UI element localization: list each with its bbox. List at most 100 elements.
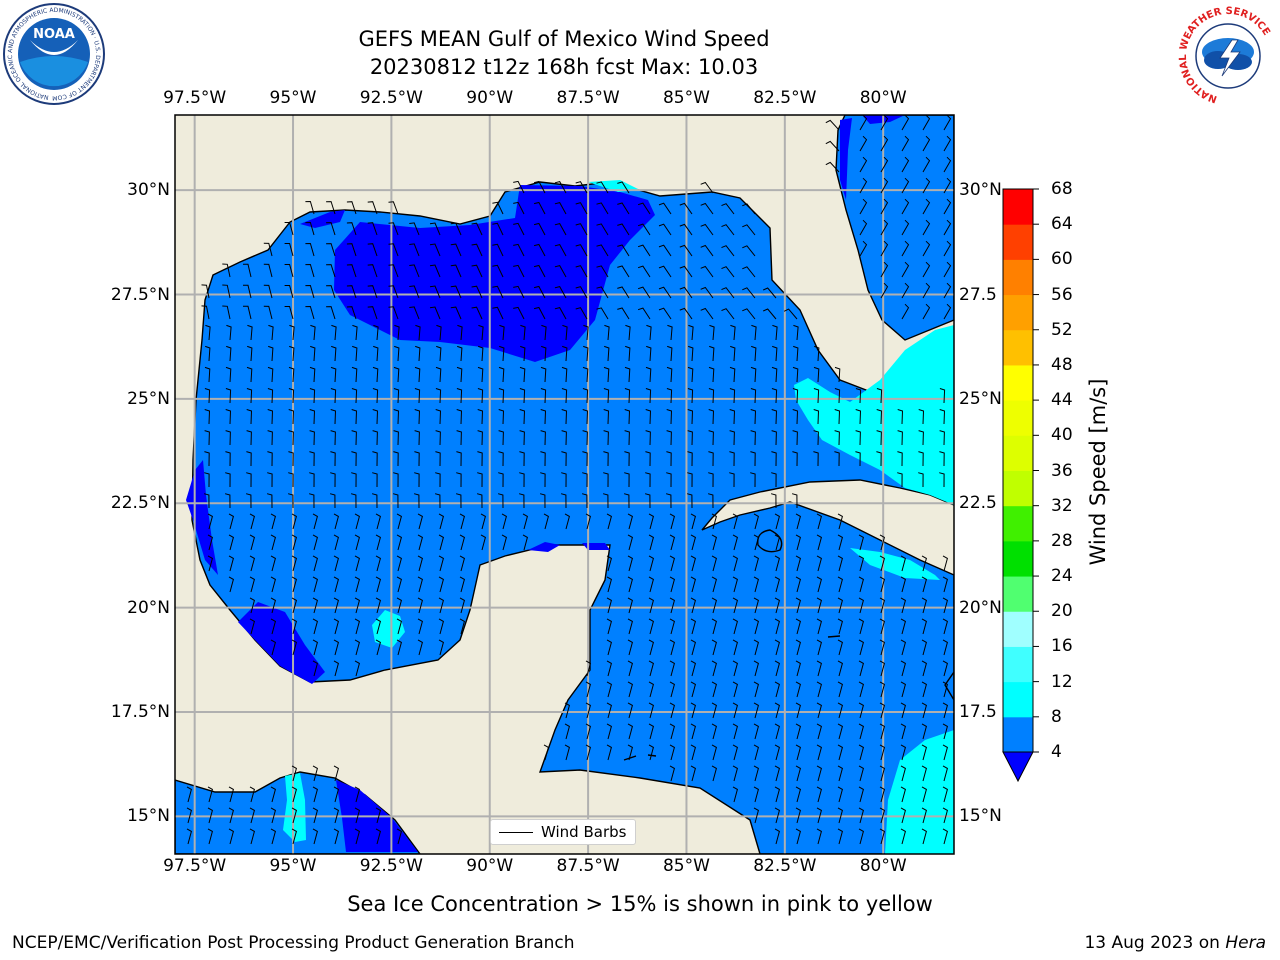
wind-barb (354, 639, 360, 656)
wind-barb (774, 576, 780, 593)
wind-barb (679, 265, 693, 278)
footer-branch: NCEP/EMC/Verification Post Processing Pr… (12, 933, 575, 953)
wind-barb (813, 366, 820, 383)
wind-barb (541, 324, 547, 341)
wind-barb (477, 451, 483, 467)
wind-barb (900, 576, 906, 593)
wind-barb (879, 765, 885, 782)
wind-barb (690, 723, 696, 740)
wind-barb (921, 597, 927, 614)
wind-barb (669, 765, 675, 782)
wind-barb (267, 472, 273, 488)
wind-barb (351, 430, 357, 446)
atlantic-water (835, 115, 954, 341)
wind-barb (939, 388, 946, 404)
wind-barb (326, 201, 336, 215)
colorbar-bin (1003, 505, 1033, 542)
wind-barb (711, 534, 717, 551)
wind-barb (575, 286, 588, 299)
wind-barb (816, 786, 822, 803)
map-frame (174, 114, 955, 855)
wind-barb (249, 534, 255, 551)
wind-barb (897, 451, 903, 467)
wind-barb (309, 388, 316, 404)
lat-tick-left: 25°N (127, 388, 170, 409)
wind-barb (351, 472, 357, 488)
wind-barb (795, 639, 801, 656)
wind-barb (372, 366, 379, 383)
wind-barb (942, 555, 948, 572)
wind-barb (943, 177, 952, 194)
wind-barb (617, 202, 630, 215)
wind-barb (837, 765, 843, 782)
wind-barb (753, 786, 759, 803)
wind-barb (637, 244, 651, 257)
wind-barb (270, 828, 276, 845)
wind-barb (346, 201, 357, 215)
wind-barb (414, 451, 420, 467)
wind-barb (753, 513, 759, 530)
wind-barb (228, 513, 234, 530)
wind-barb (700, 244, 714, 257)
wind-barb (897, 472, 903, 488)
wind-barb (711, 765, 717, 782)
wind-barb (624, 472, 630, 488)
wind-barb (585, 744, 591, 761)
wind-barb (942, 828, 948, 845)
wind-barb (438, 618, 444, 635)
wind-barb (816, 702, 822, 719)
wind-barb (792, 409, 799, 425)
wind-barb (606, 744, 612, 761)
wind-barb (543, 744, 549, 761)
wind-barb (687, 366, 694, 383)
wind-barb (939, 409, 946, 425)
wind-barb (291, 786, 297, 803)
wind-barb (417, 597, 423, 614)
wind-barb (793, 324, 799, 341)
wind-barb (942, 786, 948, 803)
wind-barb (414, 388, 421, 404)
wind-barb (690, 597, 696, 614)
wind-barb (435, 472, 441, 488)
wind-barb (471, 285, 483, 299)
wind-barb (708, 430, 714, 446)
wind-barb (623, 493, 630, 509)
wind-barb (606, 660, 612, 677)
colorbar-tick-label: 40 (1051, 425, 1073, 446)
wind-barb (596, 181, 609, 194)
wind-barb (501, 534, 507, 551)
wind-barb (617, 265, 630, 278)
wind-barb (690, 744, 696, 761)
wind-barb (669, 681, 675, 698)
wind-barb (604, 345, 610, 362)
wind-barb (879, 744, 885, 761)
wind-barb (246, 430, 252, 446)
wind-barb (354, 555, 360, 572)
wind-barb (415, 324, 421, 341)
wind-barb (771, 409, 778, 425)
wind-barb (669, 702, 675, 719)
wind-barb (249, 576, 255, 593)
wind-barb (388, 243, 399, 257)
wind-barb (700, 286, 714, 299)
colorbar-tick-label: 20 (1051, 601, 1073, 622)
wind-barb (596, 202, 609, 215)
lon-tick-bottom: 90°W (466, 856, 514, 876)
wind-barb (669, 723, 675, 740)
wind-barb (879, 786, 885, 803)
wind-barb (606, 513, 612, 530)
wind-barb (305, 284, 315, 299)
wind-barb (879, 597, 885, 614)
wind-barb (922, 177, 931, 194)
wind-barb (879, 807, 885, 824)
wind-barb (249, 597, 255, 614)
wind-barb (795, 576, 801, 593)
wind-barb (457, 345, 463, 362)
colorbar-tick-label: 8 (1051, 706, 1062, 727)
wind-barb (435, 366, 442, 383)
wind-barb (771, 388, 778, 404)
wind-barb (772, 345, 778, 362)
wind-barb (837, 744, 843, 761)
wind-barb (543, 513, 549, 530)
wind-barb (373, 324, 379, 341)
